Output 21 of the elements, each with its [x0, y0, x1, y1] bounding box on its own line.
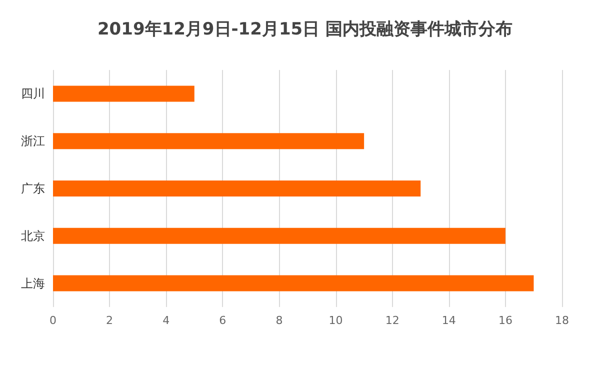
chart-title: 2019年12月9日-12月15日 国内投融资事件城市分布 — [97, 20, 513, 40]
x-tick-label: 4 — [162, 314, 170, 327]
x-tick-label: 16 — [498, 314, 512, 327]
x-tick-label: 0 — [50, 314, 56, 327]
y-tick-label: 四川 — [21, 86, 45, 101]
x-tick-label: 2 — [106, 314, 114, 327]
x-tick-label: 12 — [385, 314, 400, 327]
y-tick-label: 上海 — [21, 276, 45, 290]
bar — [53, 86, 194, 102]
y-tick-label: 浙江 — [21, 134, 45, 148]
x-tick-label: 18 — [555, 314, 569, 327]
bar — [53, 133, 364, 150]
x-tick-label: 6 — [219, 314, 226, 327]
bar — [53, 180, 421, 196]
x-tick-label: 14 — [442, 314, 456, 327]
x-tick-label: 10 — [328, 314, 343, 327]
y-tick-label: 北京 — [21, 228, 45, 243]
bar — [53, 228, 506, 244]
x-tick-label: 8 — [276, 314, 283, 327]
bar — [53, 275, 534, 292]
y-tick-label: 广东 — [21, 182, 45, 196]
